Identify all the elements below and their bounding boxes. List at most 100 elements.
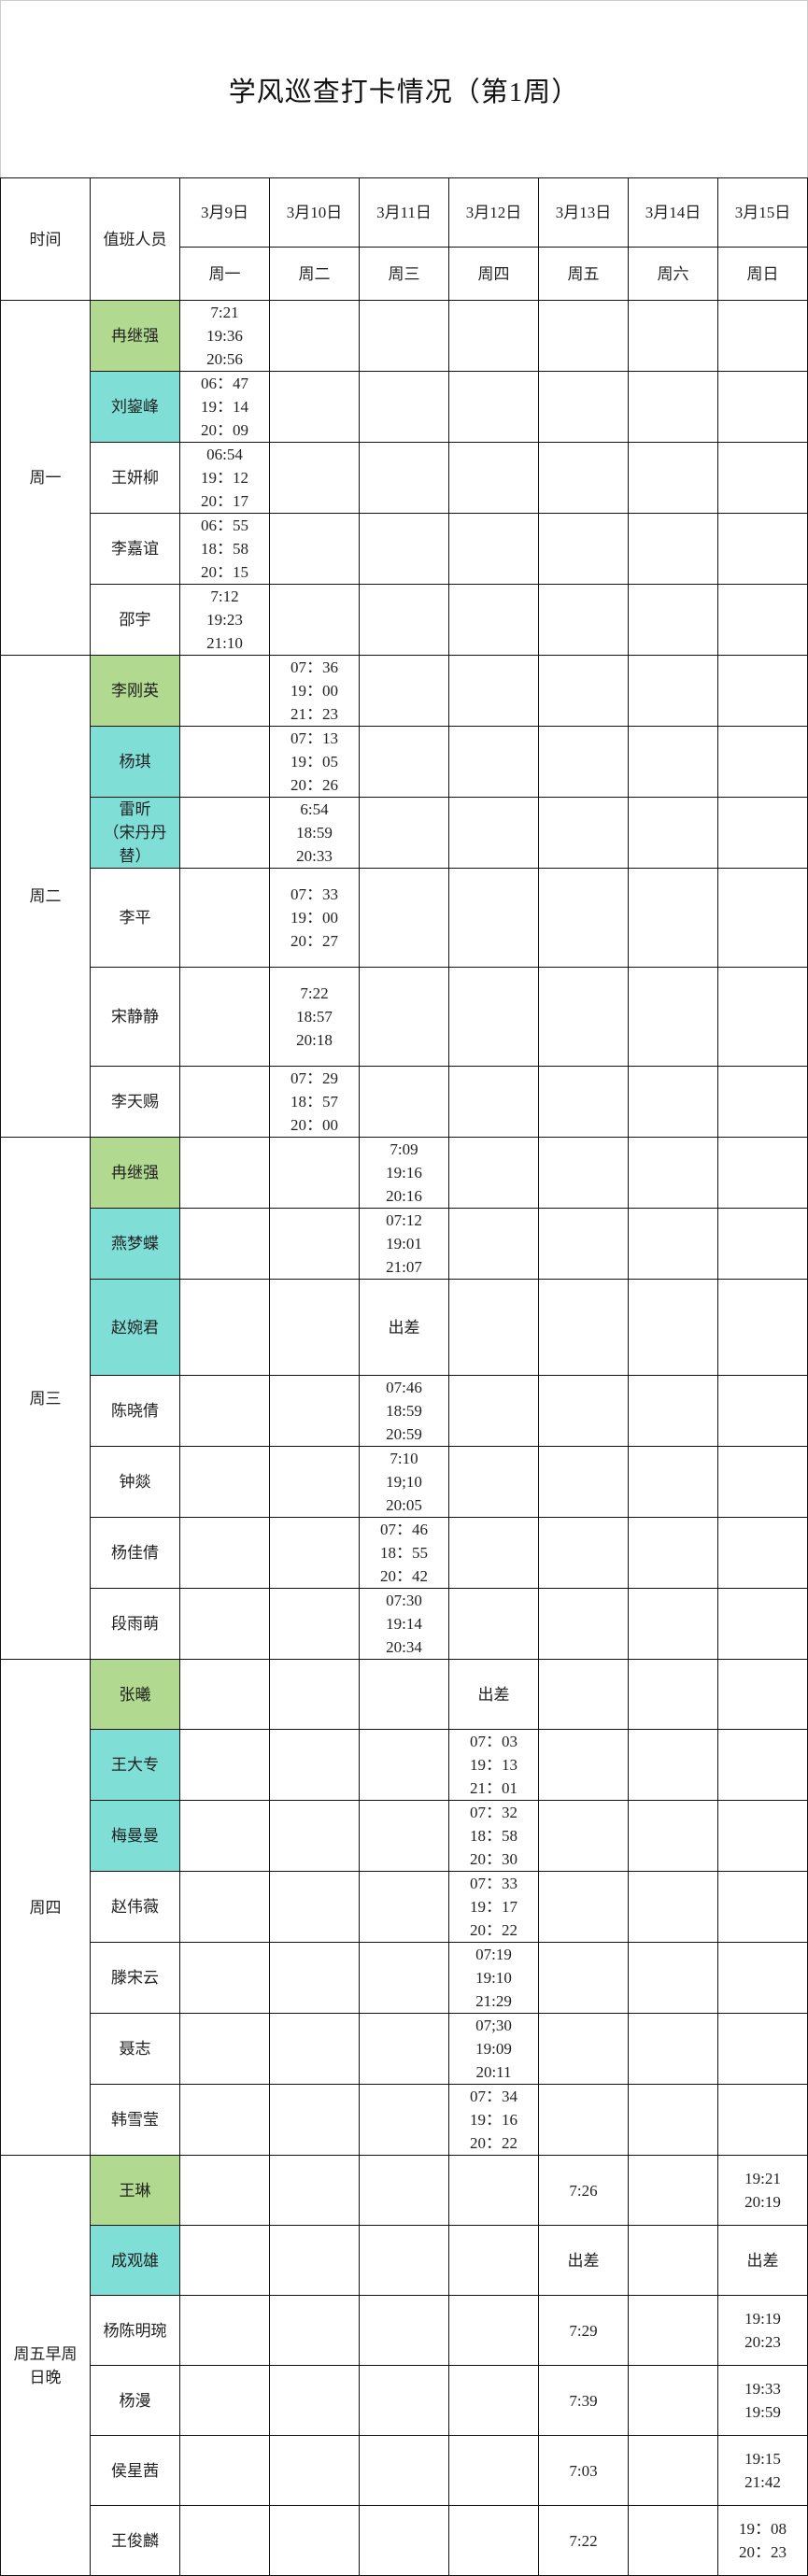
checkin-cell[interactable]	[448, 2435, 539, 2506]
checkin-cell[interactable]	[269, 513, 360, 585]
checkin-cell[interactable]	[628, 1729, 718, 1801]
checkin-cell[interactable]	[448, 1375, 539, 1447]
checkin-cell[interactable]: 07：36 19：00 21：23	[269, 655, 360, 727]
checkin-cell[interactable]	[359, 1800, 449, 1872]
checkin-cell[interactable]	[179, 1517, 270, 1589]
checkin-cell[interactable]	[717, 797, 808, 869]
checkin-cell[interactable]: 7:26	[538, 2155, 629, 2226]
checkin-cell[interactable]: 07:19 19:10 21:29	[448, 1942, 539, 2014]
checkin-cell[interactable]	[628, 797, 718, 869]
checkin-cell[interactable]	[269, 2225, 360, 2296]
checkin-cell[interactable]	[538, 442, 629, 514]
checkin-cell[interactable]	[269, 2155, 360, 2226]
checkin-cell[interactable]	[448, 2225, 539, 2296]
checkin-cell[interactable]	[179, 2295, 270, 2366]
checkin-cell[interactable]	[717, 1942, 808, 2014]
checkin-cell[interactable]	[179, 2013, 270, 2085]
checkin-cell[interactable]: 19:19 20:23	[717, 2295, 808, 2366]
checkin-cell[interactable]	[179, 1066, 270, 1138]
checkin-cell[interactable]	[717, 1279, 808, 1376]
checkin-cell[interactable]	[269, 2505, 360, 2576]
checkin-cell[interactable]	[448, 797, 539, 869]
checkin-cell[interactable]	[448, 2505, 539, 2576]
checkin-cell[interactable]: 07：03 19：13 21：01	[448, 1729, 539, 1801]
checkin-cell[interactable]	[269, 1208, 360, 1280]
checkin-cell[interactable]	[628, 371, 718, 443]
checkin-cell[interactable]	[359, 1066, 449, 1138]
checkin-cell[interactable]: 19:15 21:42	[717, 2435, 808, 2506]
checkin-cell[interactable]	[269, 1588, 360, 1660]
checkin-cell[interactable]	[359, 2295, 449, 2366]
checkin-cell[interactable]	[179, 1729, 270, 1801]
checkin-cell[interactable]	[179, 797, 270, 869]
checkin-cell[interactable]	[269, 584, 360, 656]
checkin-cell[interactable]	[717, 655, 808, 727]
checkin-cell[interactable]	[359, 797, 449, 869]
checkin-cell[interactable]	[717, 1517, 808, 1589]
checkin-cell[interactable]	[448, 868, 539, 968]
checkin-cell[interactable]	[538, 1208, 629, 1280]
checkin-cell[interactable]	[269, 2435, 360, 2506]
checkin-cell[interactable]	[717, 1066, 808, 1138]
checkin-cell[interactable]	[448, 371, 539, 443]
checkin-cell[interactable]: 7:03	[538, 2435, 629, 2506]
checkin-cell[interactable]	[628, 868, 718, 968]
checkin-cell[interactable]	[448, 1446, 539, 1518]
checkin-cell[interactable]	[448, 1208, 539, 1280]
checkin-cell[interactable]	[538, 584, 629, 656]
checkin-cell[interactable]: 7:29	[538, 2295, 629, 2366]
checkin-cell[interactable]	[538, 1729, 629, 1801]
checkin-cell[interactable]	[269, 2365, 360, 2436]
checkin-cell[interactable]	[448, 726, 539, 798]
checkin-cell[interactable]: 6:54 18:59 20:33	[269, 797, 360, 869]
checkin-cell[interactable]: 07：34 19：16 20：22	[448, 2084, 539, 2156]
checkin-cell[interactable]: 07:46 18:59 20:59	[359, 1375, 449, 1447]
checkin-cell[interactable]	[448, 1588, 539, 1660]
checkin-cell[interactable]	[448, 442, 539, 514]
checkin-cell[interactable]	[179, 868, 270, 968]
checkin-cell[interactable]	[717, 1446, 808, 1518]
checkin-cell[interactable]: 19：08 20：23	[717, 2505, 808, 2576]
checkin-cell[interactable]	[359, 513, 449, 585]
checkin-cell[interactable]	[269, 1517, 360, 1589]
checkin-cell[interactable]	[717, 513, 808, 585]
checkin-cell[interactable]	[538, 1279, 629, 1376]
checkin-cell[interactable]	[628, 1279, 718, 1376]
checkin-cell[interactable]	[269, 442, 360, 514]
checkin-cell[interactable]	[538, 868, 629, 968]
checkin-cell[interactable]	[628, 1659, 718, 1730]
checkin-cell[interactable]	[179, 1208, 270, 1280]
checkin-cell[interactable]	[269, 1446, 360, 1518]
checkin-cell[interactable]	[269, 1137, 360, 1209]
checkin-cell[interactable]	[628, 1446, 718, 1518]
checkin-cell[interactable]: 07:12 19:01 21:07	[359, 1208, 449, 1280]
checkin-cell[interactable]	[179, 2505, 270, 2576]
checkin-cell[interactable]	[179, 1800, 270, 1872]
checkin-cell[interactable]	[717, 1659, 808, 1730]
checkin-cell[interactable]: 出差	[538, 2225, 629, 2296]
checkin-cell[interactable]	[717, 1588, 808, 1660]
checkin-cell[interactable]	[448, 1137, 539, 1209]
checkin-cell[interactable]: 7:22 18:57 20:18	[269, 967, 360, 1067]
checkin-cell[interactable]	[717, 442, 808, 514]
checkin-cell[interactable]: 7:12 19:23 21:10	[179, 584, 270, 656]
checkin-cell[interactable]	[538, 726, 629, 798]
checkin-cell[interactable]	[359, 2435, 449, 2506]
checkin-cell[interactable]	[538, 513, 629, 585]
checkin-cell[interactable]	[538, 300, 629, 372]
checkin-cell[interactable]: 06：47 19：14 20：09	[179, 371, 270, 443]
checkin-cell[interactable]: 07：29 18：57 20：00	[269, 1066, 360, 1138]
checkin-cell[interactable]: 7:22	[538, 2505, 629, 2576]
checkin-cell[interactable]: 07：13 19：05 20：26	[269, 726, 360, 798]
checkin-cell[interactable]	[628, 300, 718, 372]
checkin-cell[interactable]	[628, 442, 718, 514]
checkin-cell[interactable]	[717, 1208, 808, 1280]
checkin-cell[interactable]	[179, 1871, 270, 1943]
checkin-cell[interactable]: 出差	[717, 2225, 808, 2296]
checkin-cell[interactable]	[359, 2084, 449, 2156]
checkin-cell[interactable]	[538, 2013, 629, 2085]
checkin-cell[interactable]	[628, 2084, 718, 2156]
checkin-cell[interactable]	[448, 1279, 539, 1376]
checkin-cell[interactable]: 出差	[448, 1659, 539, 1730]
checkin-cell[interactable]	[717, 2084, 808, 2156]
